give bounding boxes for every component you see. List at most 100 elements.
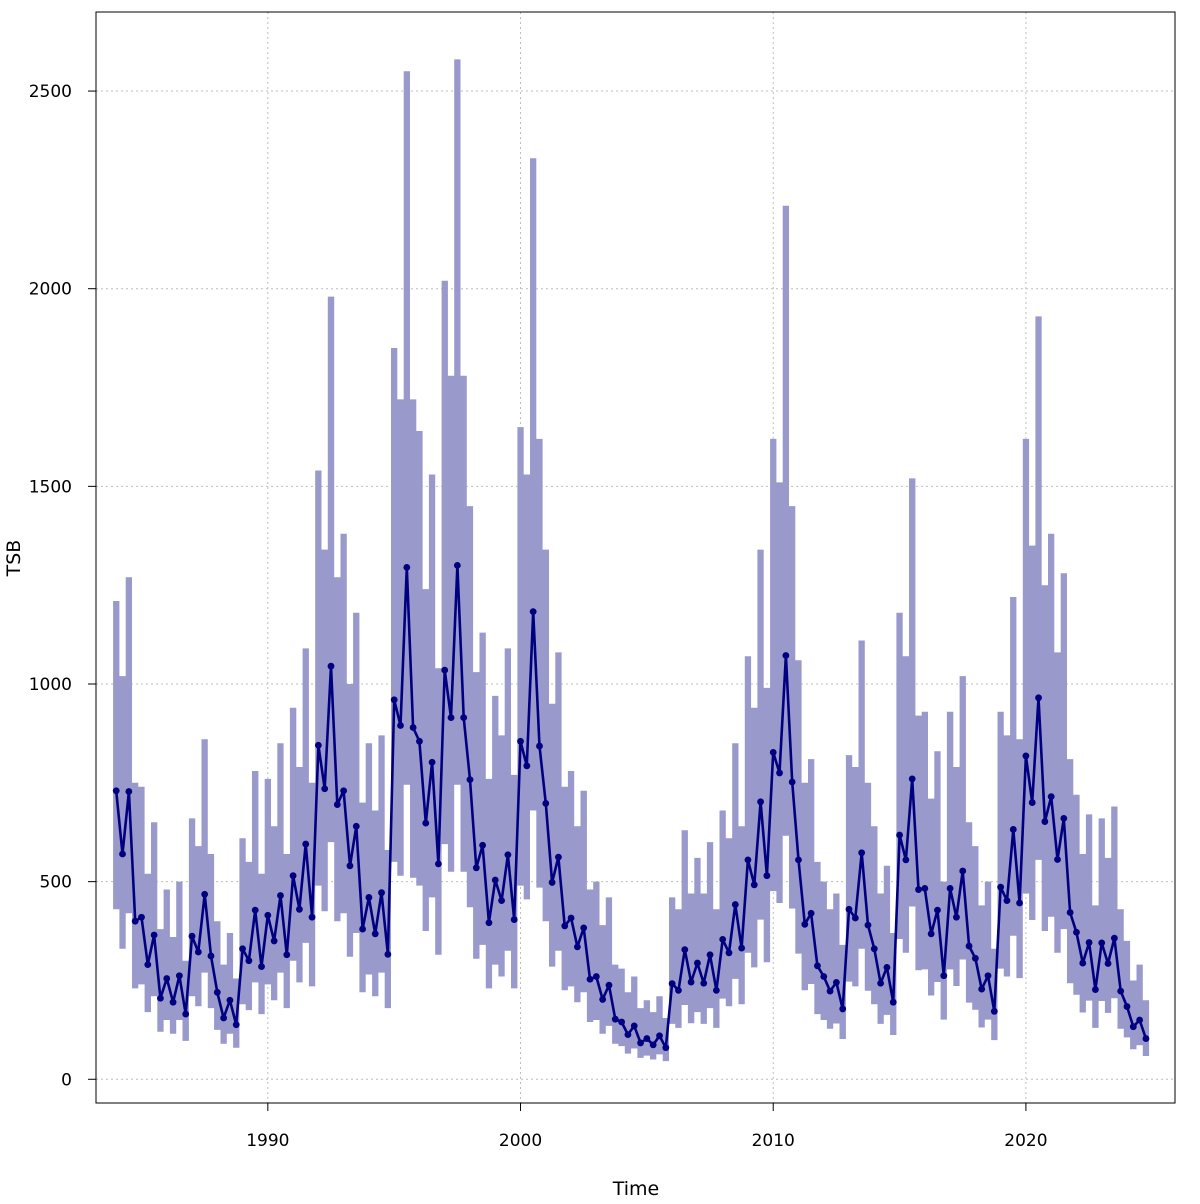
data-point: [801, 920, 809, 928]
data-point: [750, 881, 758, 889]
axes: 1990 2000 2010 2020 0 500 1000 1500 2000 2500: [29, 11, 1176, 1151]
data-point: [188, 932, 196, 940]
data-point: [542, 799, 550, 807]
data-point: [795, 856, 802, 864]
data-point: [119, 850, 126, 858]
data-point: [934, 906, 941, 914]
data-point: [744, 856, 752, 864]
data-point: [466, 776, 474, 784]
data-point: [529, 608, 537, 616]
data-point: [605, 981, 613, 989]
data-point: [251, 906, 259, 914]
y-tick-label: 0: [61, 1070, 72, 1090]
data-point: [573, 943, 581, 951]
data-point: [1009, 826, 1017, 833]
data-point: [807, 909, 815, 917]
data-point: [138, 913, 145, 921]
data-point: [1098, 939, 1106, 947]
x-tick-label: 2020: [1004, 1131, 1047, 1151]
data-point: [175, 972, 183, 980]
data-point: [1129, 1023, 1137, 1031]
y-axis-label: TSB: [3, 540, 25, 578]
data-point: [333, 801, 341, 808]
data-point: [194, 948, 202, 956]
data-point: [447, 714, 455, 721]
data-point: [927, 930, 935, 938]
data-point: [150, 931, 158, 939]
data-point: [112, 787, 120, 795]
data-point: [826, 987, 834, 995]
data-point: [611, 1015, 619, 1023]
data-point: [409, 724, 417, 731]
data-point: [814, 962, 821, 970]
data-point: [561, 922, 569, 930]
data-point: [403, 563, 411, 571]
data-point: [668, 980, 676, 988]
data-point: [763, 872, 771, 880]
data-point: [434, 860, 442, 868]
data-point: [776, 769, 783, 777]
data-point: [687, 978, 695, 986]
data-point: [681, 946, 689, 954]
data-point: [1060, 814, 1068, 822]
data-point: [517, 737, 524, 745]
data-point: [769, 748, 777, 756]
data-point: [921, 884, 929, 892]
data-point: [694, 959, 701, 967]
data-point: [314, 741, 322, 749]
y-tick-label: 2000: [29, 280, 72, 300]
data-point: [1104, 960, 1112, 967]
y-tick-label: 500: [40, 873, 72, 893]
data-point: [567, 914, 575, 922]
data-point: [239, 945, 246, 953]
band-area: [113, 59, 1150, 1062]
data-point: [321, 785, 329, 793]
data-point: [706, 951, 714, 959]
data-point: [182, 1010, 190, 1018]
data-point: [997, 883, 1005, 891]
data-point: [719, 935, 727, 943]
data-point: [1022, 752, 1030, 760]
data-point: [144, 961, 152, 969]
data-point: [479, 841, 487, 849]
data-point: [352, 822, 360, 830]
data-point: [1136, 1016, 1144, 1024]
data-point: [359, 925, 366, 933]
data-point: [163, 975, 171, 982]
data-point: [270, 937, 278, 945]
data-point: [1035, 694, 1042, 702]
data-point: [548, 879, 556, 886]
data-point: [845, 905, 853, 913]
data-point: [580, 924, 588, 932]
data-point: [555, 853, 562, 861]
data-point: [378, 889, 385, 897]
data-point: [883, 964, 891, 971]
data-point: [757, 798, 764, 806]
data-point: [220, 1014, 228, 1022]
data-point: [984, 972, 992, 980]
data-point: [618, 1018, 626, 1026]
data-point: [327, 662, 335, 670]
data-point: [277, 892, 284, 899]
series-points: [112, 562, 1150, 1052]
data-point: [207, 952, 215, 960]
data-point: [460, 714, 468, 721]
data-point: [289, 872, 297, 880]
data-point: [453, 562, 461, 569]
data-point: [245, 957, 253, 965]
data-point: [390, 696, 398, 704]
data-point: [416, 737, 423, 745]
data-point: [858, 849, 866, 857]
data-point: [504, 851, 512, 859]
data-point: [536, 742, 543, 750]
data-point: [820, 973, 828, 980]
data-point: [523, 762, 531, 770]
data-point: [308, 913, 316, 921]
data-point: [832, 979, 840, 986]
data-point: [157, 994, 164, 1002]
data-point: [990, 1007, 998, 1015]
data-point: [1110, 934, 1118, 942]
data-point: [965, 942, 973, 950]
x-axis-label: Time: [612, 1178, 660, 1200]
data-point: [725, 949, 733, 957]
